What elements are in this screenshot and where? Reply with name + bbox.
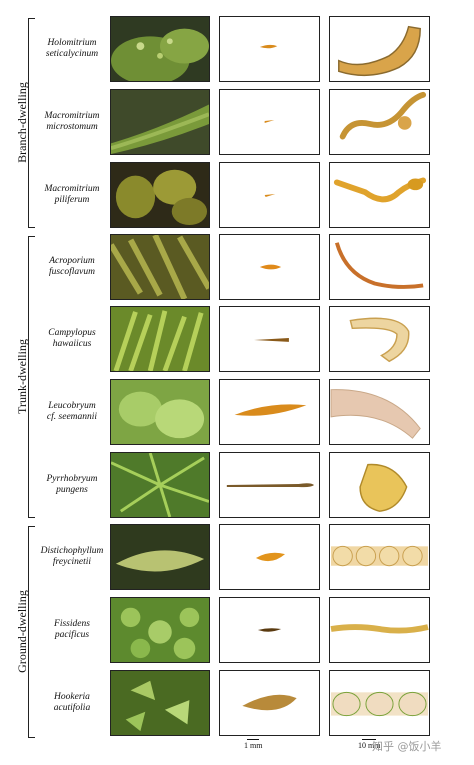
cross-section-image: [329, 597, 430, 663]
leaf-scale-label: 1 mm: [244, 741, 263, 750]
species-name: Distichophyllum freycinetii: [36, 524, 108, 590]
cross-section-image: [329, 162, 430, 228]
moss-photo: [110, 162, 210, 228]
group-bracket-branch: [28, 18, 35, 228]
species-name: Macromitrium microstomum: [36, 89, 108, 155]
species-name: Acroporium fuscoflavum: [36, 234, 108, 300]
species-name-text: Distichophyllum freycinetii: [40, 546, 104, 567]
species-row: Fissidens pacificus: [0, 597, 474, 663]
moss-photo: [110, 89, 210, 155]
species-name-text: Pyrrhobryum pungens: [46, 474, 98, 495]
species-row: Leucobryum cf. seemannii: [0, 379, 474, 445]
species-name: Campylopus hawaiicus: [36, 306, 108, 372]
leaf-image: [219, 306, 320, 372]
moss-photo: [110, 379, 210, 445]
leaf-image: [219, 379, 320, 445]
scale-line: [362, 739, 377, 740]
species-name-text: Holomitrium seticalycinum: [45, 38, 99, 59]
cross-section-image: [329, 16, 430, 82]
cross-section-image: [329, 234, 430, 300]
moss-photo: [110, 670, 210, 736]
species-name-text: Campylopus hawaiicus: [48, 328, 96, 349]
species-name: Macromitrium piliferum: [36, 162, 108, 228]
cross-section-image: [329, 452, 430, 518]
species-name: Leucobryum cf. seemannii: [36, 379, 108, 445]
moss-photo: [110, 524, 210, 590]
species-name-text: Leucobryum cf. seemannii: [46, 401, 98, 422]
leaf-image: [219, 670, 320, 736]
micro-scale-bar: 10 mm: [358, 739, 380, 750]
cross-section-image: [329, 670, 430, 736]
cross-section-image: [329, 89, 430, 155]
cross-section-image: [329, 379, 430, 445]
leaf-image: [219, 16, 320, 82]
species-row: Hookeria acutifolia: [0, 670, 474, 736]
scale-line: [247, 739, 260, 740]
group-bracket-trunk: [28, 236, 35, 518]
cross-section-image: [329, 306, 430, 372]
species-row: Macromitrium piliferum: [0, 162, 474, 228]
species-row: Macromitrium microstomum: [0, 89, 474, 155]
species-name-text: Acroporium fuscoflavum: [49, 256, 95, 277]
species-row: Holomitrium seticalycinum: [0, 16, 474, 82]
species-row: Campylopus hawaiicus: [0, 306, 474, 372]
species-name: Fissidens pacificus: [36, 597, 108, 663]
species-name-text: Macromitrium microstomum: [44, 111, 100, 132]
species-name: Hookeria acutifolia: [36, 670, 108, 736]
watermark: 知乎 @饭小羊: [372, 740, 442, 753]
leaf-image: [219, 524, 320, 590]
moss-photo: [110, 234, 210, 300]
species-row: Pyrrhobryum pungens: [0, 452, 474, 518]
species-name-text: Fissidens pacificus: [54, 619, 90, 640]
cross-section-image: [329, 524, 430, 590]
species-name: Holomitrium seticalycinum: [36, 16, 108, 82]
moss-photo: [110, 452, 210, 518]
species-row: Acroporium fuscoflavum: [0, 234, 474, 300]
species-name-text: Macromitrium piliferum: [44, 184, 100, 205]
leaf-scale-bar: 1 mm: [244, 739, 262, 750]
leaf-image: [219, 452, 320, 518]
species-row: Distichophyllum freycinetii: [0, 524, 474, 590]
moss-photo: [110, 597, 210, 663]
moss-photo: [110, 306, 210, 372]
species-name-text: Hookeria acutifolia: [53, 692, 91, 713]
moss-photo: [110, 16, 210, 82]
leaf-image: [219, 234, 320, 300]
species-name: Pyrrhobryum pungens: [36, 452, 108, 518]
micro-scale-label: 10 mm: [358, 741, 381, 750]
leaf-image: [219, 597, 320, 663]
group-bracket-ground: [28, 526, 35, 738]
leaf-image: [219, 89, 320, 155]
leaf-image: [219, 162, 320, 228]
